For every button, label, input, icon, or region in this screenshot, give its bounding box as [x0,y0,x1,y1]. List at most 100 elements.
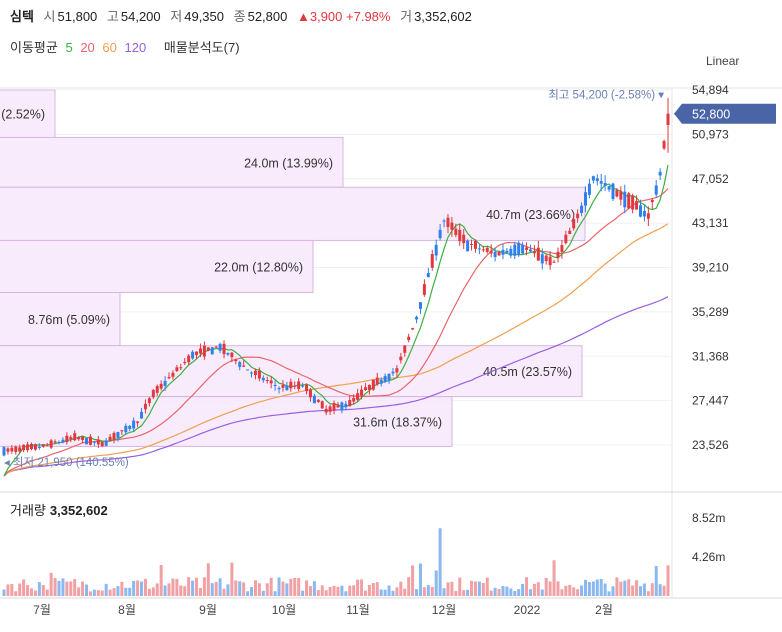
candle-body [336,404,340,408]
candle-body [151,390,155,398]
ma-legend[interactable]: 이동평균 5 20 60 120 매물분석도(7) [10,37,244,56]
candle-body [340,402,344,411]
candle-body [391,371,395,374]
ma-20: 20 [80,40,95,55]
volume-bar [22,579,26,596]
volume-bar [599,578,603,596]
volume-bar [540,589,544,596]
candle-body [454,228,458,235]
candle-body [116,431,120,438]
volume-bar [627,579,631,596]
volume-bar [642,583,646,596]
volume-bar [564,585,568,596]
volume-bar [666,565,670,596]
volume-bar [14,591,18,596]
candle-body [438,229,442,239]
volume-profile-label: 22.0m (12.80%) [214,260,303,274]
volume-bar [191,580,195,596]
volume-bar [568,584,572,596]
candle-body [147,398,151,404]
high-value: 54,200 [120,9,161,24]
candle-body [61,439,65,443]
volume-bar [100,590,104,596]
volume-bar [528,589,532,596]
volume-bar [155,583,159,596]
candle-body [485,247,489,252]
volume-bar [171,578,175,596]
volume-bar [112,588,116,596]
volume-bar [446,582,450,596]
candle-body [415,316,419,320]
candle-body [536,247,540,261]
volume-bar [458,577,462,596]
volume-bar [218,578,222,596]
candle-body [568,230,572,234]
volume-bar [662,585,666,596]
candle-body [128,425,132,429]
volume-bar [250,587,254,596]
volume-bar [124,587,128,596]
volume-bar [497,588,501,596]
volume-bar [536,582,540,596]
candle-body [69,437,73,440]
volume-bar [85,584,89,596]
volume-bar [379,589,383,596]
volume-profile-toggle[interactable]: 매물분석도(7) [163,40,240,55]
volume-bar [120,581,124,596]
volume-bar [517,589,521,596]
volume-bar [6,584,10,596]
candle-body [305,384,309,392]
candle-body [352,397,356,402]
volume-tick-label: 4.26m [692,550,725,564]
volume-bar [226,584,230,596]
volume-bar [324,590,328,596]
scale-mode-button[interactable]: Linear [706,54,740,68]
volume-bar [367,584,371,596]
volume-bar [438,528,442,596]
change-pct: +7.98% [346,9,391,24]
volume-bar [336,586,340,596]
x-tick-label: 11월 [346,603,370,617]
volume-profile-band [0,89,56,138]
candle-body [273,384,277,387]
price-tick-label: 43,131 [692,216,729,230]
candle-body [210,347,214,355]
candle-body [257,370,261,379]
candle-body [615,190,619,197]
volume-bar [308,586,312,596]
volume-bar [202,577,206,596]
volume-bar [312,581,316,596]
candle-body [277,387,281,390]
volume-profile-label: 31.6m (18.37%) [353,416,442,430]
candle-body [253,370,257,376]
candle-body [540,254,544,264]
volume-profile-band [0,186,586,241]
volume-bar [179,585,183,596]
candle-body [10,447,14,452]
volume-bar [352,585,356,596]
volume-bar [277,577,281,596]
candle-body [466,240,470,252]
candle-body [163,381,167,386]
candle-body [159,383,163,389]
volume-bar [532,583,536,596]
volume-bar [328,586,332,596]
candle-body [473,240,477,249]
candle-body [666,113,670,126]
volume-bar [96,590,100,596]
candle-body [497,251,501,256]
high-annotation: 최고 54,200 (-2.58%) ▾ [548,88,664,101]
x-tick-label: 2월 [595,603,613,617]
candle-body [77,437,81,440]
volume-profile-band [0,136,344,188]
volume-bar [363,590,367,596]
candle-body [100,441,104,447]
volume-bar [430,586,434,596]
candle-body [202,345,206,357]
volume-bar [434,570,438,596]
volume-bar [548,581,552,596]
candle-body [407,336,411,341]
candle-body [2,447,6,456]
candle-body [320,401,324,409]
